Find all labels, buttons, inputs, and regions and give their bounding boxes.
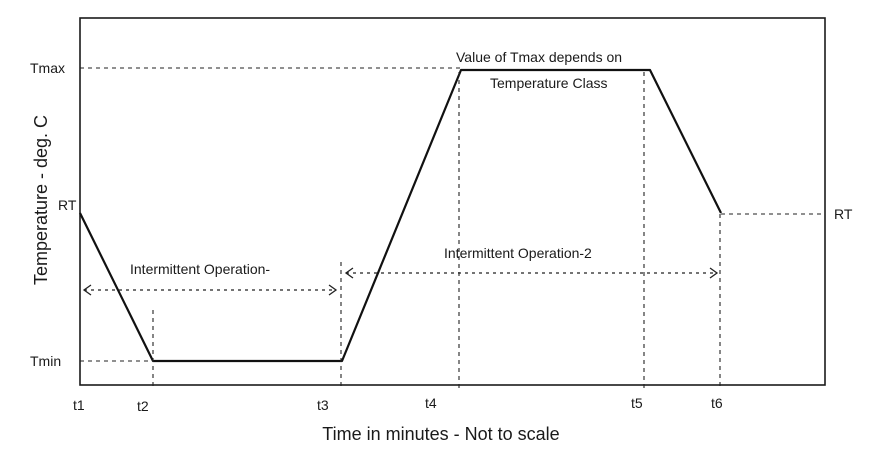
tmin-label: Tmin [30, 353, 61, 369]
t3-label: t3 [317, 397, 329, 413]
x-axis-title: Time in minutes - Not to scale [322, 424, 559, 444]
tmax-label: Tmax [30, 60, 65, 76]
op2-arrow-left [344, 267, 354, 279]
t2-label: t2 [137, 398, 149, 414]
temperature-profile-line [79, 68, 722, 363]
op1-arrow-right [328, 284, 338, 296]
y-axis-title: Temperature - deg. C [31, 115, 51, 285]
tmax-note-line1: Value of Tmax depends on [456, 49, 622, 65]
plot-frame [79, 17, 826, 386]
op2-arrow-right [709, 267, 719, 279]
tmax-note-line2: Temperature Class [490, 75, 608, 91]
t6-label: t6 [711, 395, 723, 411]
rt-label-left: RT [58, 197, 77, 213]
rt-label-right: RT [834, 206, 853, 222]
op1-arrow-left [82, 284, 92, 296]
op1-label: Intermittent Operation- [130, 261, 270, 277]
op2-label: Intermittent Operation-2 [444, 245, 592, 261]
t4-label: t4 [425, 395, 437, 411]
t5-label: t5 [631, 395, 643, 411]
t1-label: t1 [73, 397, 85, 413]
